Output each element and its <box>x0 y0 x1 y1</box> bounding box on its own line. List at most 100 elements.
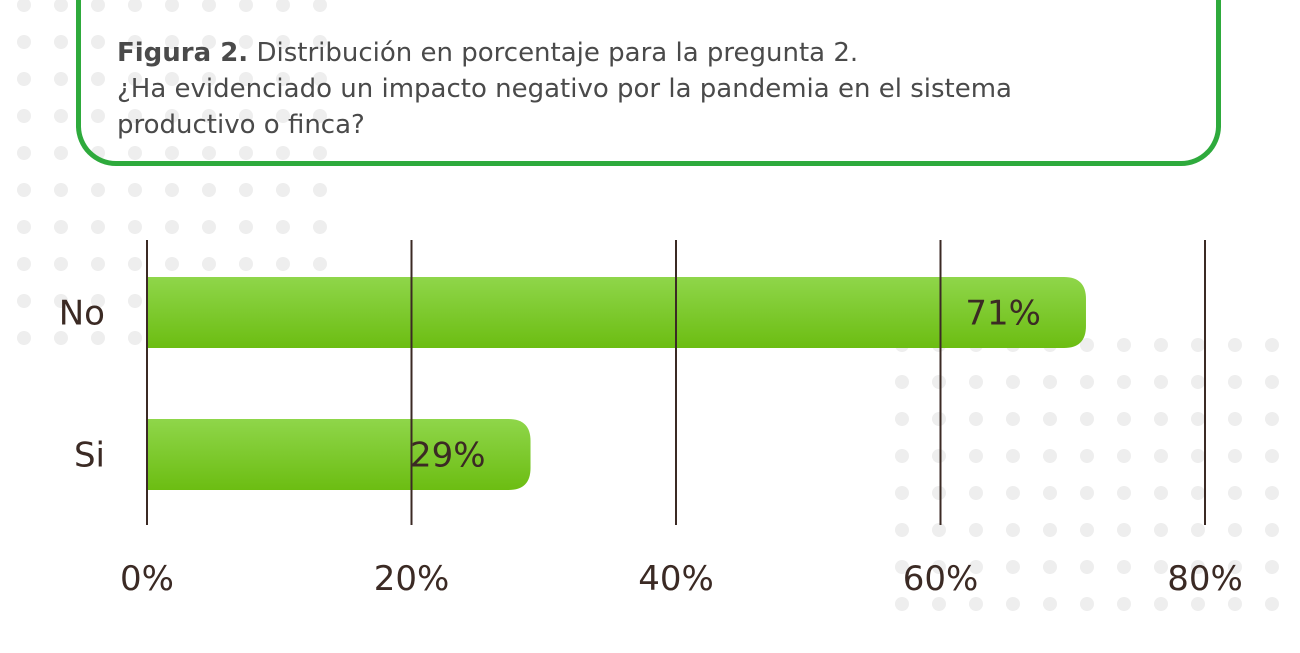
decor-dot <box>1154 486 1168 500</box>
decor-dot <box>239 35 253 49</box>
decor-dot <box>54 0 68 12</box>
decor-dot <box>202 257 216 271</box>
decor-dot <box>1265 523 1279 537</box>
decor-dot <box>276 35 290 49</box>
decor-dot <box>17 331 31 345</box>
caption-title: Distribución en porcentaje para la pregu… <box>256 38 859 68</box>
decor-dot <box>1191 375 1205 389</box>
decor-dot <box>969 412 983 426</box>
decor-dot <box>91 257 105 271</box>
decor-dot <box>54 331 68 345</box>
decor-dot <box>1154 597 1168 611</box>
decor-dot <box>165 257 179 271</box>
decor-dot <box>313 183 327 197</box>
decor-dot <box>165 72 179 86</box>
decor-dot <box>1117 560 1131 574</box>
decor-dot <box>1154 375 1168 389</box>
decor-dot <box>895 375 909 389</box>
bar-no <box>147 277 1086 348</box>
decor-dot <box>969 486 983 500</box>
decor-dot <box>165 220 179 234</box>
decor-dot <box>1080 560 1094 574</box>
decor-dot <box>1228 486 1242 500</box>
decor-dot <box>313 146 327 160</box>
decor-dot <box>313 72 327 86</box>
decor-dot <box>128 35 142 49</box>
decor-dot <box>932 560 946 574</box>
decor-dot <box>969 523 983 537</box>
decor-dot <box>1006 449 1020 463</box>
decor-dot <box>54 109 68 123</box>
x-tick-label: 80% <box>1167 559 1243 599</box>
decor-dot <box>128 146 142 160</box>
decor-dot <box>1191 338 1205 352</box>
x-tick-label: 40% <box>638 559 714 599</box>
decor-dot <box>276 72 290 86</box>
decor-dot <box>969 560 983 574</box>
decor-dot <box>17 0 31 12</box>
decor-dot <box>1006 523 1020 537</box>
decor-dot <box>1117 597 1131 611</box>
decor-dot <box>91 294 105 308</box>
decor-dot <box>165 109 179 123</box>
figure-caption: Figura 2. Distribución en porcentaje par… <box>117 35 1197 143</box>
decor-dot <box>128 183 142 197</box>
decor-dot <box>895 597 909 611</box>
decor-dot <box>91 183 105 197</box>
decor-dot <box>1228 523 1242 537</box>
decor-dot <box>1080 338 1094 352</box>
decor-dot <box>1265 560 1279 574</box>
decor-dot <box>1117 449 1131 463</box>
decor-dot <box>1228 449 1242 463</box>
decor-dot <box>1228 412 1242 426</box>
decor-dot <box>313 220 327 234</box>
decor-dot <box>165 0 179 12</box>
decor-dot <box>1043 523 1057 537</box>
x-tick-label: 60% <box>903 559 979 599</box>
decor-dot <box>1080 449 1094 463</box>
decor-dot <box>1154 449 1168 463</box>
decor-dot <box>1080 375 1094 389</box>
decor-dot <box>54 294 68 308</box>
decor-dot <box>17 183 31 197</box>
bar-value-label: 71% <box>965 294 1041 334</box>
decor-dot <box>1117 375 1131 389</box>
decor-dot <box>932 523 946 537</box>
decor-dot <box>276 109 290 123</box>
decor-dot <box>239 220 253 234</box>
decor-dot <box>1117 486 1131 500</box>
decor-dot <box>128 294 142 308</box>
decor-dot <box>1265 338 1279 352</box>
decor-dot <box>1043 412 1057 426</box>
decor-dot <box>239 146 253 160</box>
decor-dot <box>1228 560 1242 574</box>
decor-dot <box>1265 412 1279 426</box>
decor-dot <box>1228 597 1242 611</box>
decor-dot <box>239 257 253 271</box>
decor-dot <box>17 109 31 123</box>
decor-dot <box>969 597 983 611</box>
decor-dot <box>1265 449 1279 463</box>
decor-dot <box>1154 338 1168 352</box>
decor-dot <box>202 72 216 86</box>
decor-dot <box>128 331 142 345</box>
decor-dot <box>1043 486 1057 500</box>
decor-dot <box>313 257 327 271</box>
bar-si <box>147 419 531 490</box>
decor-dot <box>276 0 290 12</box>
decor-dot <box>1006 486 1020 500</box>
category-label-si: Si <box>74 436 105 476</box>
decor-dot <box>1006 560 1020 574</box>
decor-dot <box>91 331 105 345</box>
decor-dot <box>128 257 142 271</box>
decor-dot <box>239 109 253 123</box>
decor-dot <box>895 412 909 426</box>
decor-dot <box>1006 375 1020 389</box>
decor-dot <box>17 146 31 160</box>
decor-dot <box>1117 338 1131 352</box>
decor-dot <box>91 72 105 86</box>
decor-dot <box>165 35 179 49</box>
decor-dot <box>17 35 31 49</box>
decor-dot <box>1006 412 1020 426</box>
